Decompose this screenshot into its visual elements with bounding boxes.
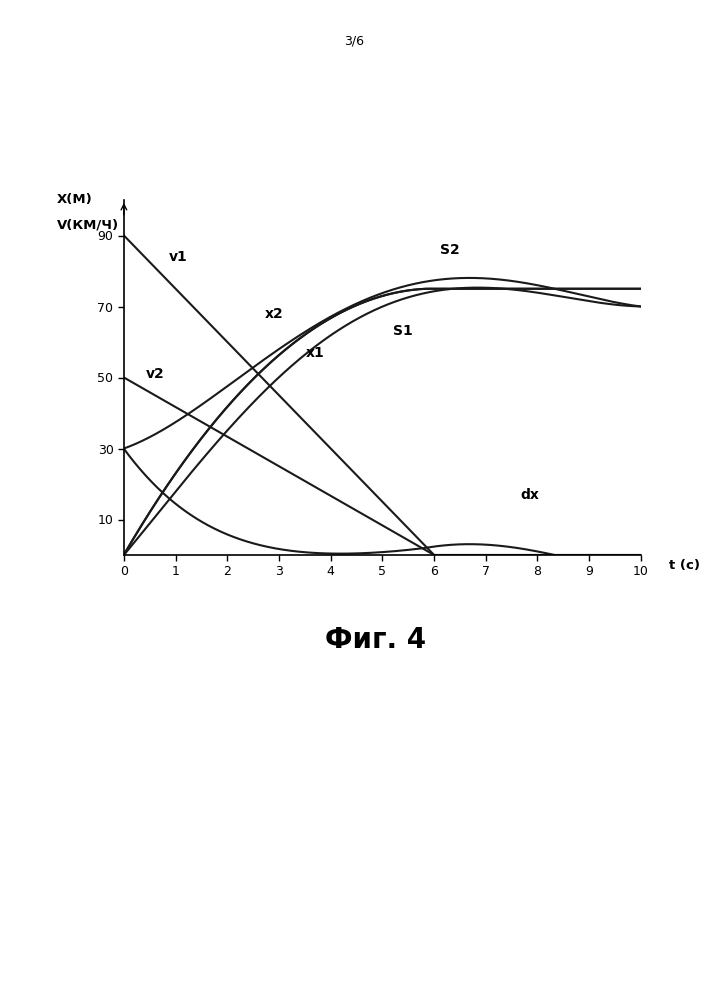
Text: X(М): X(М) [57,194,93,207]
Text: v2: v2 [146,367,164,381]
Text: S2: S2 [440,243,459,257]
Text: V(КМ/Ч): V(КМ/Ч) [57,218,119,231]
Text: v1: v1 [169,250,188,264]
Text: x2: x2 [264,307,283,321]
Text: Фиг. 4: Фиг. 4 [325,626,426,654]
Text: t (с): t (с) [669,559,700,572]
Text: 3/6: 3/6 [344,35,364,48]
Text: S1: S1 [393,324,413,338]
Text: dx: dx [520,488,539,502]
Text: x1: x1 [306,346,324,360]
